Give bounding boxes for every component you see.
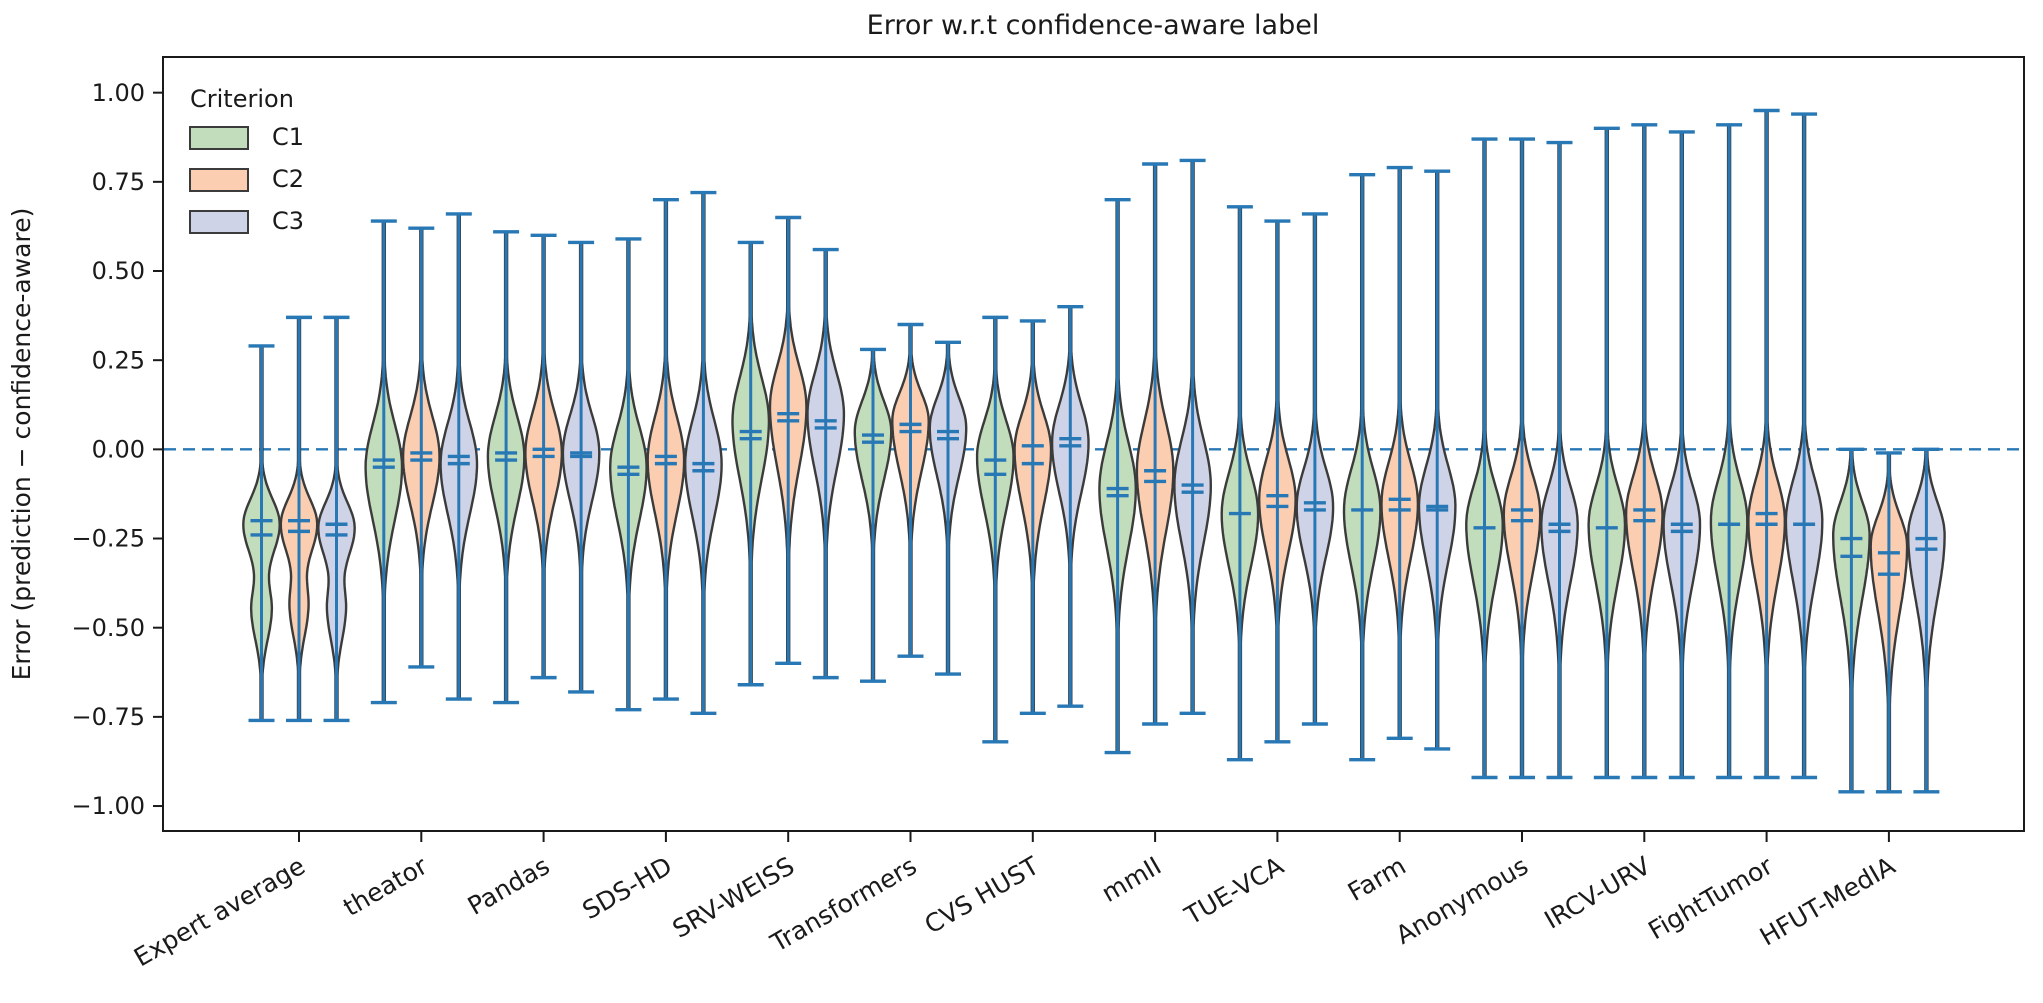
whisker-anonymous-c3 bbox=[1546, 140, 1573, 780]
y-axis-label: Error (prediction − confidence-aware) bbox=[7, 208, 36, 681]
whisker-fighttumor-c1 bbox=[1716, 123, 1743, 780]
whisker-srv-weiss-c1 bbox=[737, 240, 764, 687]
legend-swatch-c1-icon bbox=[189, 126, 249, 150]
whisker-pandas-c3 bbox=[568, 240, 595, 694]
whisker-hfut-media-c2 bbox=[1875, 451, 1902, 794]
x-tick-label-pandas: Pandas bbox=[463, 851, 555, 921]
x-tick-label-hfut-media: HFUT-MedIA bbox=[1755, 851, 1900, 952]
whisker-transformers-c2 bbox=[897, 322, 924, 658]
legend-swatch-c3-icon bbox=[189, 210, 249, 234]
whisker-transformers-c3 bbox=[935, 340, 961, 676]
whisker-sds-hd-c1 bbox=[615, 237, 642, 712]
whisker-srv-weiss-c3 bbox=[812, 247, 839, 680]
violin-group-theator bbox=[364, 212, 479, 705]
x-tick-label-expert-average: Expert average bbox=[129, 851, 310, 972]
violin-group-transformers bbox=[853, 322, 968, 683]
violin-group-srv-weiss bbox=[731, 215, 846, 687]
violin-group-hfut-media bbox=[1832, 447, 1946, 794]
whisker-srv-weiss-c2 bbox=[775, 215, 802, 666]
violin-group-tue-vca bbox=[1220, 205, 1335, 762]
whisker-sds-hd-c3 bbox=[690, 190, 717, 715]
violin-group-anonymous bbox=[1465, 137, 1579, 780]
x-axis-ticks: Expert average theator Pandas SDS-HDSRV-WEI… bbox=[129, 831, 1900, 972]
whisker-expert-average-c1 bbox=[248, 344, 275, 723]
whisker-fighttumor-c2 bbox=[1753, 108, 1780, 780]
whisker-tue-vca-c3 bbox=[1301, 212, 1328, 726]
violin-group-sds-hd bbox=[609, 190, 723, 715]
x-tick-label-anonymous: Anonymous bbox=[1391, 851, 1533, 950]
violin-series bbox=[242, 108, 1946, 794]
y-tick-label: 0.50 bbox=[92, 257, 145, 285]
violin-group-mmii bbox=[1098, 158, 1212, 755]
whisker-ircv-urv-c2 bbox=[1631, 123, 1658, 780]
whisker-sds-hd-c2 bbox=[652, 197, 679, 701]
legend-entry-c2: C2 bbox=[189, 165, 304, 193]
whisker-anonymous-c2 bbox=[1509, 137, 1535, 780]
whisker-mmii-c1 bbox=[1104, 197, 1131, 755]
violin-group-ircv-urv bbox=[1587, 123, 1702, 780]
y-tick-label: 0.25 bbox=[92, 346, 145, 374]
whisker-farm-c2 bbox=[1386, 165, 1413, 740]
whisker-ircv-urv-c1 bbox=[1593, 126, 1620, 780]
whisker-expert-average-c3 bbox=[323, 315, 350, 723]
y-tick-label: 1.00 bbox=[92, 79, 145, 107]
legend-label-c2: C2 bbox=[272, 165, 304, 193]
violin-group-cvs-hust bbox=[975, 304, 1090, 744]
whisker-farm-c1 bbox=[1349, 173, 1376, 762]
whisker-mmii-c2 bbox=[1142, 162, 1169, 726]
legend-title: Criterion bbox=[190, 85, 294, 113]
whisker-hfut-media-c1 bbox=[1838, 447, 1865, 794]
whisker-pandas-c1 bbox=[493, 230, 520, 705]
x-tick-label-mmii: mmII bbox=[1097, 851, 1166, 908]
whisker-theator-c1 bbox=[370, 219, 397, 705]
y-tick-label: −1.00 bbox=[71, 792, 145, 820]
y-tick-label: −0.25 bbox=[71, 525, 145, 553]
legend-entry-c3: C3 bbox=[189, 207, 304, 235]
legend-swatch-c2-icon bbox=[189, 168, 249, 192]
x-tick-label-theator: theator bbox=[338, 851, 433, 922]
whisker-cvs-hust-c3 bbox=[1057, 304, 1084, 708]
whisker-hfut-media-c3 bbox=[1913, 447, 1940, 794]
y-tick-label: 0.75 bbox=[92, 168, 145, 196]
whisker-farm-c3 bbox=[1424, 169, 1451, 751]
legend-label-c3: C3 bbox=[272, 207, 304, 235]
violin-group-expert-average bbox=[242, 315, 356, 723]
x-tick-label-sds-hd: SDS-HD bbox=[577, 851, 676, 925]
x-tick-label-farm: Farm bbox=[1343, 851, 1411, 907]
x-tick-label-tue-vca: TUE-VCA bbox=[1179, 851, 1288, 931]
violin-group-farm bbox=[1342, 165, 1457, 762]
whisker-mmii-c3 bbox=[1179, 158, 1206, 715]
legend-label-c1: C1 bbox=[272, 123, 304, 151]
whisker-theator-c3 bbox=[445, 212, 472, 701]
whisker-tue-vca-c1 bbox=[1226, 205, 1253, 762]
chart-title: Error w.r.t confidence-aware label bbox=[867, 10, 1320, 41]
y-tick-label: −0.50 bbox=[71, 614, 145, 642]
x-tick-label-cvs-hust: CVS HUST bbox=[920, 851, 1045, 940]
violin-group-fighttumor bbox=[1709, 108, 1824, 780]
x-tick-label-ircv-urv: IRCV-URV bbox=[1539, 851, 1655, 935]
whisker-ircv-urv-c3 bbox=[1668, 130, 1695, 780]
whisker-expert-average-c2 bbox=[286, 315, 312, 723]
y-tick-label: 0.00 bbox=[92, 436, 145, 464]
whisker-transformers-c1 bbox=[860, 347, 886, 683]
y-tick-label: −0.75 bbox=[71, 703, 145, 731]
violin-group-pandas bbox=[486, 230, 601, 705]
whisker-cvs-hust-c2 bbox=[1019, 319, 1046, 715]
legend: Criterion C1 C2 C3 bbox=[189, 85, 304, 235]
whisker-theator-c2 bbox=[408, 226, 435, 669]
legend-entry-c1: C1 bbox=[189, 123, 304, 151]
whisker-cvs-hust-c1 bbox=[982, 315, 1009, 744]
whisker-anonymous-c1 bbox=[1471, 137, 1498, 780]
y-axis-ticks: 1.00 0.75 0.50 0.25 0.00 −0.25 −0.50 −0.75 −1.00 bbox=[71, 79, 163, 820]
whisker-fighttumor-c3 bbox=[1791, 112, 1818, 780]
whisker-tue-vca-c2 bbox=[1264, 219, 1291, 744]
whisker-pandas-c2 bbox=[530, 233, 557, 680]
